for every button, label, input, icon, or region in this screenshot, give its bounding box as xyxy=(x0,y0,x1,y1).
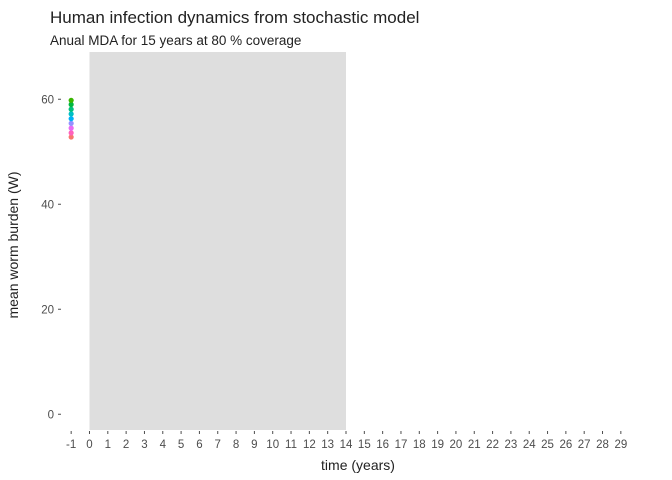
data-point xyxy=(68,130,74,136)
x-tick-label: 6 xyxy=(196,439,202,451)
x-tick-label: 23 xyxy=(505,439,518,451)
x-tick-label: 13 xyxy=(321,439,334,451)
x-tick-label: 26 xyxy=(559,439,572,451)
y-axis: 0 20 40 60 xyxy=(41,94,61,421)
data-point xyxy=(68,101,74,108)
x-tick-label: -1 xyxy=(66,439,76,451)
x-tick-label: 17 xyxy=(395,439,408,451)
x-tick-label: 27 xyxy=(578,439,591,451)
x-tick-label: 3 xyxy=(141,439,147,451)
x-tick-label: 24 xyxy=(523,439,536,451)
chart-subtitle: Anual MDA for 15 years at 80 % coverage xyxy=(50,33,301,48)
x-tick-label: 21 xyxy=(468,439,481,451)
y-axis-title: mean worm burden (W) xyxy=(5,171,21,318)
x-tick-label: 28 xyxy=(596,439,609,451)
x-tick-label: 22 xyxy=(486,439,499,451)
x-axis: -1 0 1 2 3 4 5 6 7 8 9 10 11 12 13 14 15 16 17 18 19 20 21 22 23… xyxy=(66,431,627,451)
x-tick-label: 10 xyxy=(266,439,279,451)
x-tick-label: 5 xyxy=(178,439,184,451)
data-point xyxy=(68,120,74,126)
x-tick-label: 8 xyxy=(233,439,239,451)
x-tick-label: 14 xyxy=(340,439,353,451)
y-tick-label: 60 xyxy=(41,94,54,106)
data-point xyxy=(68,106,74,112)
x-tick-label: 2 xyxy=(123,439,129,451)
intervention-period-region xyxy=(89,52,346,430)
x-tick-label: 25 xyxy=(541,439,554,451)
x-tick-label: 12 xyxy=(303,439,316,451)
x-tick-label: 19 xyxy=(431,439,444,451)
x-tick-label: 9 xyxy=(251,439,257,451)
x-tick-label: 11 xyxy=(285,439,297,451)
y-tick-label: 0 xyxy=(48,409,54,421)
data-point xyxy=(68,111,74,117)
x-tick-label: 18 xyxy=(413,439,426,451)
data-point xyxy=(68,125,74,131)
data-point xyxy=(68,134,74,140)
x-tick-label: 4 xyxy=(160,439,167,451)
data-points xyxy=(68,97,74,140)
x-tick-label: 16 xyxy=(376,439,389,451)
x-tick-label: 1 xyxy=(105,439,111,451)
x-tick-label: 29 xyxy=(614,439,627,451)
chart-title: Human infection dynamics from stochastic… xyxy=(50,8,419,27)
x-tick-label: 15 xyxy=(358,439,371,451)
x-tick-label: 20 xyxy=(450,439,463,451)
x-tick-label: 0 xyxy=(86,439,92,451)
y-tick-label: 20 xyxy=(41,304,54,316)
y-tick-label: 40 xyxy=(41,199,54,211)
data-point xyxy=(68,116,74,122)
x-axis-title: time (years) xyxy=(321,457,395,473)
data-point xyxy=(68,97,74,103)
x-tick-label: 7 xyxy=(215,439,221,451)
